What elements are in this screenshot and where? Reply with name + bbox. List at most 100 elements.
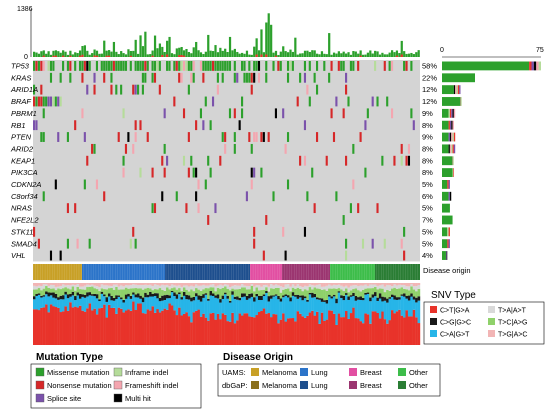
snv-segment: [180, 283, 184, 287]
mutation-cell: [192, 61, 195, 71]
top-bar: [66, 54, 70, 57]
top-bar-segment: [182, 55, 186, 57]
snv-segment: [393, 295, 397, 300]
snv-segment: [129, 295, 133, 299]
snv-segment: [228, 283, 232, 288]
origin-segment: [330, 264, 375, 280]
snv-segment: [378, 288, 382, 294]
mutation-cell: [286, 132, 290, 142]
snv-segment: [374, 284, 377, 287]
snv-segment: [393, 299, 397, 314]
mutation-cell: [42, 61, 45, 71]
snv-segment: [335, 285, 338, 289]
mutation-cell: [134, 120, 137, 131]
mutation-cell: [410, 61, 413, 71]
snv-legend-swatch: [488, 330, 495, 337]
snv-segment: [274, 284, 278, 288]
snv-segment: [93, 296, 97, 309]
mutation-cell: [137, 61, 140, 71]
mutation-cell: [303, 155, 307, 166]
mutation-cell: [182, 108, 186, 119]
snv-segment: [74, 290, 77, 297]
snv-segment: [354, 283, 358, 286]
mutation-legend-label: Inframe indel: [125, 368, 169, 377]
top-bar-segment: [93, 55, 96, 57]
gene-bar-other: [446, 251, 448, 260]
snv-segment: [207, 285, 210, 289]
snv-segment: [139, 298, 143, 304]
snv-segment: [134, 310, 138, 345]
mutation-cell: [156, 61, 159, 71]
gene-percent: 8%: [422, 121, 433, 130]
snv-segment: [124, 283, 128, 286]
snv-segment: [107, 288, 111, 294]
top-bar: [139, 35, 142, 57]
mutation-cell: [364, 167, 367, 178]
snv-segment: [386, 323, 389, 345]
snv-segment: [120, 297, 123, 300]
snv-segment: [134, 297, 138, 311]
gene-percent: 5%: [422, 180, 433, 189]
snv-segment: [369, 323, 372, 345]
snv-segment: [45, 286, 48, 292]
snv-segment: [277, 295, 280, 300]
mutation-cell: [236, 72, 239, 83]
snv-segment: [202, 294, 205, 298]
snv-segment: [37, 293, 41, 295]
snv-segment: [76, 286, 80, 293]
top-bar: [265, 22, 268, 57]
gene-bar-other: [451, 120, 453, 130]
snv-segment: [42, 296, 46, 308]
snv-segment: [277, 323, 280, 345]
snv-segment: [272, 314, 276, 345]
snv-segment: [127, 288, 130, 294]
top-bar: [117, 54, 120, 57]
snv-segment: [88, 286, 92, 293]
snv-segment: [107, 304, 111, 345]
top-bar-segment: [260, 54, 263, 57]
mutation-cell: [91, 143, 94, 154]
snv-segment: [149, 283, 152, 285]
mutation-cell: [81, 61, 84, 71]
snv-segment: [335, 283, 338, 286]
snv-segment: [366, 293, 370, 315]
snv-segment: [306, 315, 309, 345]
snv-segment: [185, 312, 188, 345]
snv-segment: [294, 286, 297, 289]
snv-segment: [325, 285, 329, 291]
snv-segment: [303, 285, 307, 290]
snv-segment: [289, 297, 293, 302]
snv-segment: [236, 320, 239, 345]
snv-segment: [158, 283, 162, 286]
snv-segment: [178, 294, 181, 308]
snv-segment: [374, 292, 377, 297]
snv-segment: [381, 288, 384, 297]
origin-legend-source: dbGaP:: [222, 381, 247, 390]
right-axis-min-label: 0: [440, 47, 444, 54]
snv-segment: [62, 288, 65, 296]
mutation-cell: [103, 191, 106, 202]
mutation-cell: [151, 61, 154, 71]
mutation-cell: [330, 108, 333, 119]
mutation-cell: [122, 108, 125, 119]
mutation-cell: [284, 250, 287, 261]
snv-segment: [180, 315, 184, 345]
mutation-cell: [74, 203, 77, 214]
top-bar: [315, 53, 319, 57]
snv-segment: [253, 283, 256, 287]
disease-origin-strip: [32, 264, 420, 280]
mutation-cell: [74, 61, 77, 71]
origin-legend-label: Melanoma: [262, 368, 298, 377]
mutation-cell: [308, 61, 311, 71]
top-bar: [153, 35, 157, 57]
snv-legend-swatch: [488, 306, 495, 313]
snv-segment: [376, 283, 380, 286]
snv-segment: [62, 295, 65, 300]
mutation-cell: [260, 167, 263, 178]
mutation-cell: [311, 167, 314, 178]
mutation-cell: [361, 238, 365, 249]
snv-segment: [173, 285, 176, 288]
snv-segment: [383, 292, 387, 298]
top-bar: [180, 46, 183, 57]
